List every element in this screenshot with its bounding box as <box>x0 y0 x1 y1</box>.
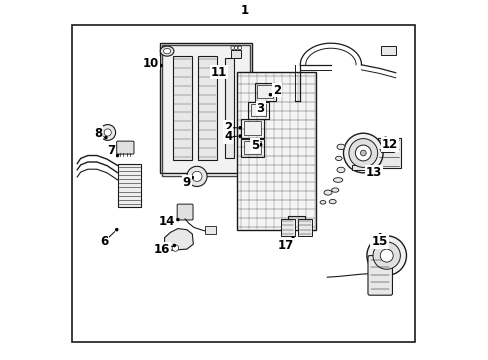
FancyBboxPatch shape <box>117 141 134 154</box>
Ellipse shape <box>331 188 338 192</box>
Bar <box>204 226 215 234</box>
Circle shape <box>172 245 178 251</box>
Text: 15: 15 <box>370 235 387 248</box>
Circle shape <box>380 249 392 262</box>
Text: 5: 5 <box>251 139 259 152</box>
Circle shape <box>383 137 387 141</box>
Ellipse shape <box>160 46 174 56</box>
Text: 12: 12 <box>382 138 398 151</box>
Bar <box>241 119 264 138</box>
Circle shape <box>223 75 225 77</box>
Circle shape <box>259 144 261 146</box>
Bar <box>377 138 400 168</box>
Bar <box>162 45 249 176</box>
Bar <box>381 46 395 55</box>
Text: 6: 6 <box>100 235 108 248</box>
Circle shape <box>360 150 366 156</box>
Text: 10: 10 <box>142 57 159 69</box>
Text: 3: 3 <box>256 102 264 114</box>
Circle shape <box>115 229 118 231</box>
Text: 11: 11 <box>211 66 227 78</box>
Ellipse shape <box>324 190 331 195</box>
Circle shape <box>239 135 241 137</box>
Ellipse shape <box>333 178 342 183</box>
Ellipse shape <box>328 199 335 204</box>
Circle shape <box>263 111 265 113</box>
Circle shape <box>192 171 202 181</box>
FancyBboxPatch shape <box>367 256 392 295</box>
Bar <box>257 85 273 98</box>
Circle shape <box>372 242 400 269</box>
Circle shape <box>186 166 206 186</box>
Ellipse shape <box>336 167 344 173</box>
Text: 17: 17 <box>277 239 293 252</box>
Bar <box>297 219 311 236</box>
Text: 8: 8 <box>94 127 102 140</box>
Circle shape <box>238 46 241 50</box>
Polygon shape <box>160 43 251 173</box>
Bar <box>351 165 378 170</box>
Polygon shape <box>164 229 193 250</box>
Text: 7: 7 <box>107 144 115 157</box>
Bar <box>237 72 316 230</box>
Bar <box>254 83 276 101</box>
Ellipse shape <box>336 144 344 150</box>
Circle shape <box>104 136 107 139</box>
Bar <box>172 56 192 160</box>
Ellipse shape <box>335 156 342 161</box>
Circle shape <box>100 125 115 140</box>
Ellipse shape <box>320 201 325 204</box>
Ellipse shape <box>163 49 170 54</box>
Bar <box>72 25 415 342</box>
FancyBboxPatch shape <box>177 204 193 220</box>
Text: 1: 1 <box>240 4 248 17</box>
Circle shape <box>269 94 271 96</box>
Circle shape <box>366 236 406 275</box>
Bar <box>280 219 294 236</box>
Circle shape <box>378 234 381 236</box>
Circle shape <box>177 219 179 221</box>
Circle shape <box>239 127 241 129</box>
Text: 2: 2 <box>224 121 232 134</box>
Circle shape <box>383 147 387 152</box>
Text: 13: 13 <box>365 166 382 179</box>
Bar <box>247 102 268 119</box>
Bar <box>244 121 261 135</box>
Text: 16: 16 <box>153 243 169 256</box>
Text: 9: 9 <box>183 176 191 189</box>
Bar <box>197 56 217 160</box>
Circle shape <box>173 244 175 247</box>
Circle shape <box>234 46 238 50</box>
Circle shape <box>160 64 162 67</box>
Circle shape <box>348 139 377 167</box>
Circle shape <box>104 129 111 136</box>
Circle shape <box>230 46 234 50</box>
Text: 2: 2 <box>272 84 281 96</box>
Text: 4: 4 <box>224 130 232 143</box>
Bar <box>230 50 241 58</box>
Bar <box>118 164 141 207</box>
Circle shape <box>343 133 382 173</box>
Circle shape <box>380 149 382 152</box>
Circle shape <box>116 154 118 157</box>
Circle shape <box>243 15 245 17</box>
Circle shape <box>383 142 387 146</box>
Circle shape <box>373 167 375 169</box>
Circle shape <box>355 145 370 161</box>
Bar <box>244 141 261 154</box>
Bar <box>381 137 393 152</box>
Bar <box>241 139 264 157</box>
Text: 14: 14 <box>159 215 175 228</box>
Circle shape <box>191 176 193 179</box>
Bar <box>250 104 265 116</box>
Bar <box>224 58 233 158</box>
Circle shape <box>291 237 294 239</box>
